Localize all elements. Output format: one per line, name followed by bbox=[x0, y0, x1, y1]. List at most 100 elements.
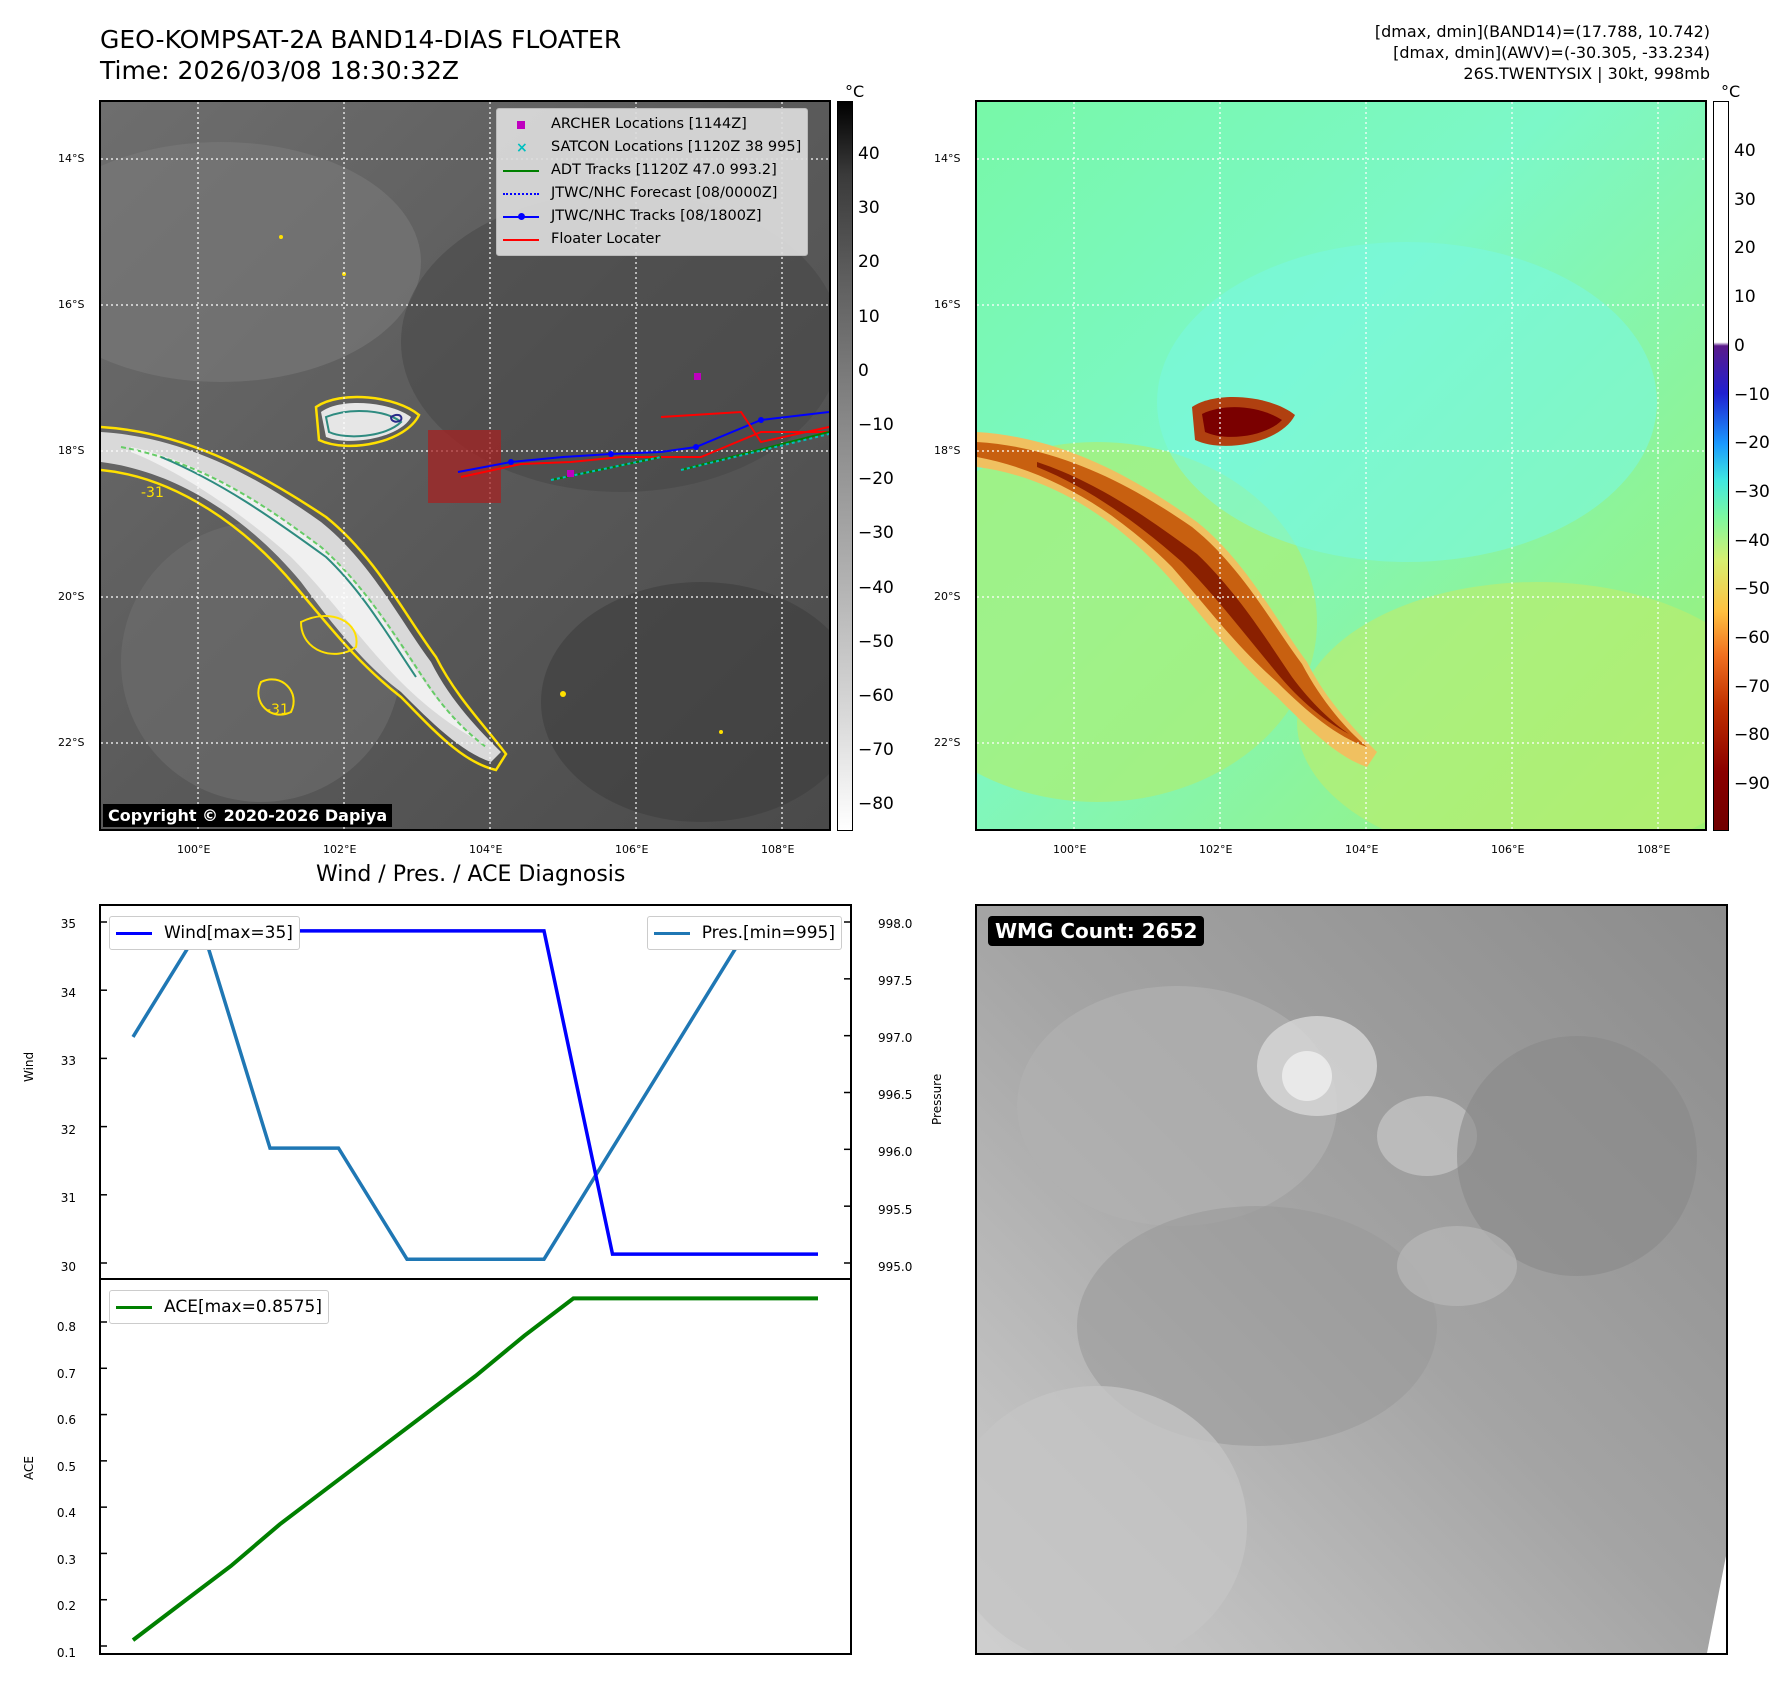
legend-archer: ARCHER Locations [1144Z] bbox=[503, 113, 801, 136]
wv-colorbar-tick: −60 bbox=[1734, 628, 1770, 648]
wv-lon-label: 108°E bbox=[1637, 843, 1671, 856]
wv-lat-label: 22°S bbox=[934, 736, 961, 749]
ir-colorbar-tick: −60 bbox=[858, 686, 894, 706]
diagnosis-title: Wind / Pres. / ACE Diagnosis bbox=[316, 862, 626, 887]
legend-forecast: JTWC/NHC Forecast [08/0000Z] bbox=[503, 182, 801, 205]
wv-map-image bbox=[977, 102, 1705, 829]
ace-axis-label: ACE bbox=[22, 1456, 36, 1480]
wind-tick-label: 33 bbox=[60, 1054, 76, 1068]
ir-colorbar-tick: −80 bbox=[858, 794, 894, 815]
wind-legend: Wind[max=35] bbox=[109, 916, 300, 950]
square-marker-icon bbox=[503, 118, 539, 132]
ace-tick-label: 0.5 bbox=[56, 1459, 76, 1474]
figure-title: GEO-KOMPSAT-2A BAND14-DIAS FLOATER bbox=[100, 25, 622, 54]
wv-colorbar-tick: −70 bbox=[1734, 676, 1770, 697]
stats-storm: 26S.TWENTYSIX | 30kt, 998mb bbox=[1463, 64, 1710, 83]
wind-pressure-svg bbox=[101, 921, 850, 1264]
ace-tick-label: 0.1 bbox=[56, 1645, 76, 1660]
figure-time: Time: 2026/03/08 18:30:32Z bbox=[100, 56, 459, 85]
wv-lat-label: 18°S bbox=[934, 444, 961, 457]
wv-lon-label: 100°E bbox=[1053, 843, 1087, 856]
wv-lat-label: 20°S bbox=[934, 590, 961, 603]
ir-colorbar-tick: −50 bbox=[858, 631, 894, 652]
ir-lat-label: 14°S bbox=[58, 152, 85, 165]
ir-lat-label: 18°S bbox=[58, 444, 85, 457]
pressure-tick-label: 996.0 bbox=[878, 1145, 913, 1160]
line-icon bbox=[503, 164, 539, 178]
wv-colorbar-tick: 40 bbox=[1734, 141, 1756, 161]
ir-colorbar-tick: −40 bbox=[858, 577, 894, 598]
wv-colorbar-tick: −30 bbox=[1734, 481, 1770, 502]
ace-tick-label: 0.3 bbox=[56, 1552, 76, 1567]
ir-lon-label: 108°E bbox=[761, 843, 795, 856]
ace-tick-label: 0.4 bbox=[56, 1506, 76, 1520]
ir-colorbar-tick: 40 bbox=[858, 144, 880, 164]
wv-colorbar-tick: 20 bbox=[1734, 238, 1756, 259]
ir-colorbar-tick: 10 bbox=[858, 306, 880, 327]
ace-tick-label: 0.6 bbox=[56, 1413, 76, 1427]
dotted-line-icon bbox=[503, 187, 539, 201]
pressure-legend: Pres.[min=995] bbox=[646, 916, 842, 950]
wmg-panel[interactable]: WMG Count: 2652 bbox=[975, 904, 1728, 1655]
wv-map-panel[interactable] bbox=[975, 100, 1707, 831]
ir-lat-label: 20°S bbox=[58, 590, 85, 603]
wind-tick-label: 31 bbox=[60, 1191, 76, 1205]
line-icon bbox=[116, 926, 152, 940]
line-icon bbox=[503, 233, 539, 247]
wind-pressure-plot[interactable]: Wind[max=35] Pres.[min=995] bbox=[99, 904, 852, 1280]
wind-tick-label: 34 bbox=[60, 985, 76, 1000]
wv-colorbar bbox=[1713, 101, 1729, 831]
ir-colorbar-tick: −70 bbox=[858, 740, 894, 761]
legend-floater: Floater Locater bbox=[503, 228, 801, 251]
stats-awv: [dmax, dmin](AWV)=(-30.305, -33.234) bbox=[1393, 43, 1710, 62]
wv-lon-label: 102°E bbox=[1199, 843, 1233, 856]
ace-tick-label: 0.7 bbox=[56, 1366, 76, 1381]
legend-satcon: × SATCON Locations [1120Z 38 995] bbox=[503, 136, 801, 159]
pressure-tick-label: 997.5 bbox=[878, 974, 913, 989]
line-icon bbox=[653, 926, 690, 940]
wv-colorbar-tick: 10 bbox=[1734, 287, 1756, 308]
ir-colorbar-tick: 30 bbox=[858, 198, 880, 219]
wind-tick-label: 32 bbox=[60, 1122, 76, 1137]
pressure-series-line bbox=[131, 921, 818, 1261]
line-icon bbox=[116, 1300, 152, 1314]
line-dot-icon bbox=[503, 210, 539, 224]
copyright-badge: Copyright © 2020-2026 Dapiya bbox=[103, 804, 393, 827]
ir-lon-label: 102°E bbox=[323, 843, 357, 856]
wv-lon-label: 104°E bbox=[1345, 843, 1379, 856]
ir-lon-label: 106°E bbox=[615, 843, 649, 856]
wv-colorbar-tick: −50 bbox=[1734, 579, 1770, 600]
wv-colorbar-tick: −20 bbox=[1734, 433, 1770, 454]
ir-lon-label: 100°E bbox=[177, 843, 211, 856]
wv-colorbar-unit: °C bbox=[1721, 82, 1741, 101]
wv-lon-label: 106°E bbox=[1491, 843, 1525, 856]
ir-colorbar-unit: °C bbox=[845, 82, 865, 101]
x-marker-icon: × bbox=[516, 139, 528, 156]
wv-lat-label: 14°S bbox=[934, 152, 961, 165]
wind-tick-label: 35 bbox=[60, 917, 76, 931]
ir-colorbar-tick: −10 bbox=[858, 415, 894, 435]
ir-lon-label: 104°E bbox=[469, 843, 503, 856]
ace-series-line bbox=[131, 1296, 818, 1642]
ir-map-legend: ARCHER Locations [1144Z] × SATCON Locati… bbox=[496, 108, 809, 256]
wv-colorbar-tick: 30 bbox=[1734, 189, 1756, 210]
wv-colorbar-tick: −40 bbox=[1734, 530, 1770, 551]
pressure-tick-label: 995.5 bbox=[878, 1202, 913, 1217]
wind-axis-label: Wind bbox=[22, 1051, 36, 1082]
ace-tick-label: 0.8 bbox=[56, 1320, 76, 1334]
ir-lat-label: 16°S bbox=[58, 298, 85, 311]
stats-band14: [dmax, dmin](BAND14)=(17.788, 10.742) bbox=[1374, 22, 1710, 41]
ace-plot[interactable]: ACE[max=0.8575] bbox=[99, 1278, 852, 1655]
wv-colorbar-tick: −90 bbox=[1734, 774, 1770, 795]
pressure-tick-label: 997.0 bbox=[878, 1031, 913, 1046]
ir-colorbar-tick: −20 bbox=[858, 469, 894, 490]
wmg-count-badge: WMG Count: 2652 bbox=[988, 916, 1205, 946]
wv-lat-label: 16°S bbox=[934, 298, 961, 311]
wmg-image bbox=[977, 906, 1726, 1653]
wv-colorbar-tick: −80 bbox=[1734, 725, 1770, 746]
wind-tick-label: 30 bbox=[60, 1259, 76, 1274]
contour-label-2: -31 bbox=[266, 702, 289, 718]
ace-svg bbox=[101, 1296, 818, 1647]
ir-lat-label: 22°S bbox=[58, 736, 85, 749]
ir-map-panel[interactable]: -31 -31 bbox=[99, 100, 831, 831]
